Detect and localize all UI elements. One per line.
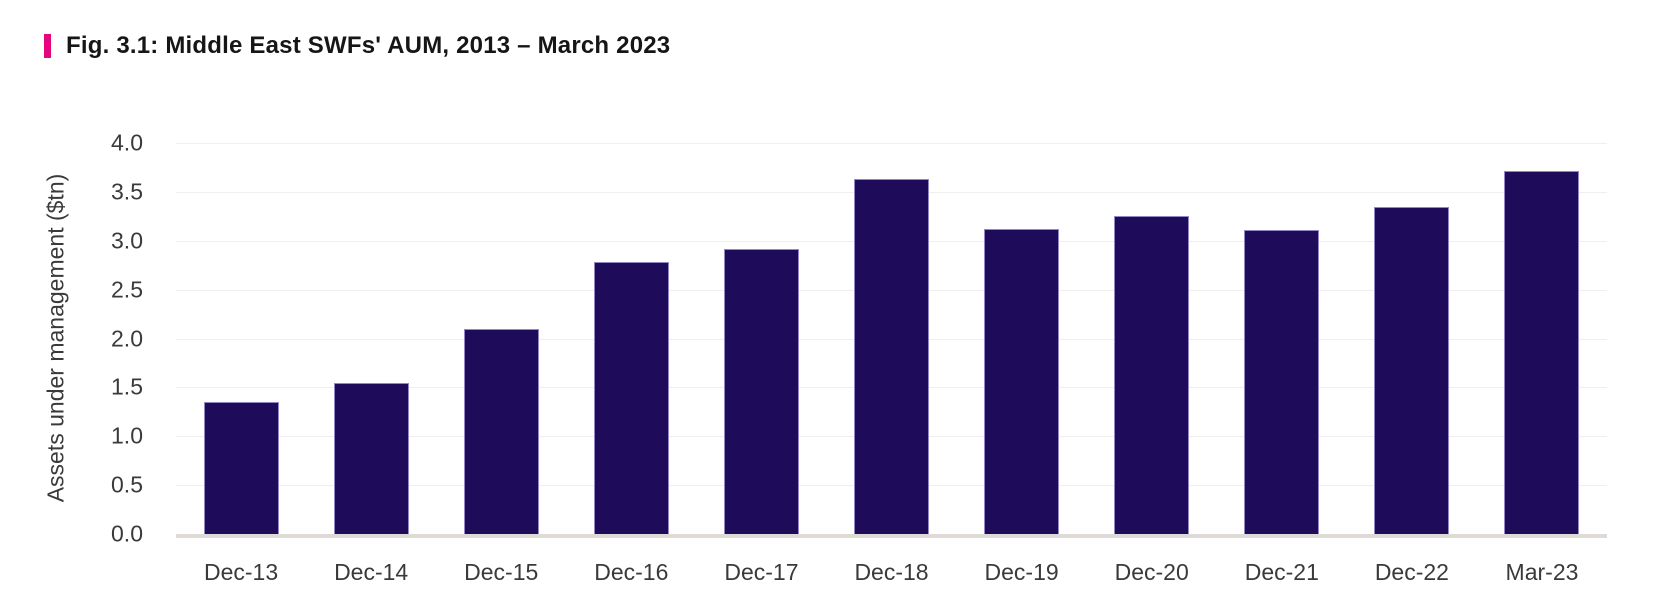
bar-slot-Dec-14 [306,143,436,534]
x-tick-label-Dec-18: Dec-18 [854,559,929,585]
x-axis-tick-labels: Dec-13 Dec-14 Dec-15 Dec-16 Dec-17 Dec-18 Dec-… [176,557,1607,587]
bar-slot-Dec-19 [957,143,1087,534]
x-tick-label-Dec-16: Dec-16 [594,559,669,585]
bar-Dec-19 [984,229,1060,534]
y-tick-label-3.5: 3.5 [111,178,143,205]
bar-Dec-17 [723,248,799,534]
bar-slot-Dec-20 [1087,143,1217,534]
figure-header: Fig. 3.1: Middle East SWFs' AUM, 2013 – … [44,32,670,60]
y-tick-label-0.5: 0.5 [111,471,143,498]
bar-slot-Dec-13 [176,143,306,534]
y-tick-label-2.5: 2.5 [111,276,143,303]
y-tick-label-0.0: 0.0 [111,520,143,547]
bar-Dec-14 [333,382,409,534]
title-accent-bar [44,34,51,58]
bar-series [176,143,1607,534]
x-tick-label-Dec-17: Dec-17 [724,559,799,585]
bar-Dec-22 [1374,206,1450,534]
gridline-4.0 [176,143,1607,144]
bar-Dec-13 [203,402,279,534]
bar-slot-Dec-15 [436,143,566,534]
y-tick-label-4.0: 4.0 [111,129,143,156]
bar-Mar-23 [1504,171,1580,534]
x-tick-label-Dec-22: Dec-22 [1374,559,1449,585]
plot-area [176,143,1607,538]
bar-Dec-21 [1244,230,1320,534]
bar-Dec-18 [854,179,930,534]
bar-Dec-16 [593,262,669,534]
x-tick-label-Dec-13: Dec-13 [203,559,279,585]
y-tick-label-2.0: 2.0 [111,325,143,351]
bar-Dec-15 [463,328,539,534]
x-tick-label-Dec-19: Dec-19 [984,559,1059,585]
x-axis-line [176,534,1607,538]
bar-slot-Dec-22 [1347,143,1477,534]
y-tick-label-1.5: 1.5 [111,373,143,400]
x-tick-label-Dec-20: Dec-20 [1114,559,1189,585]
bar-slot-Mar-23 [1477,143,1607,534]
y-tick-label-3.0: 3.0 [111,227,143,254]
y-axis-tick-labels: 0.0 0.5 1.0 1.5 2.0 2.5 3.0 3.5 4.0 [60,131,143,545]
y-tick-label-1.0: 1.0 [111,422,143,449]
x-tick-label-Dec-15: Dec-15 [464,559,539,585]
x-tick-label-Dec-21: Dec-21 [1244,559,1319,585]
figure-title: Fig. 3.1: Middle East SWFs' AUM, 2013 – … [66,32,671,59]
bar-slot-Dec-17 [696,143,826,534]
x-tick-label-Mar-23: Mar-23 [1505,559,1579,585]
bar-Dec-20 [1114,216,1190,534]
bar-slot-Dec-16 [566,143,696,534]
x-tick-label-Dec-14: Dec-14 [334,559,409,585]
bar-slot-Dec-18 [826,143,956,534]
bar-slot-Dec-21 [1217,143,1347,534]
